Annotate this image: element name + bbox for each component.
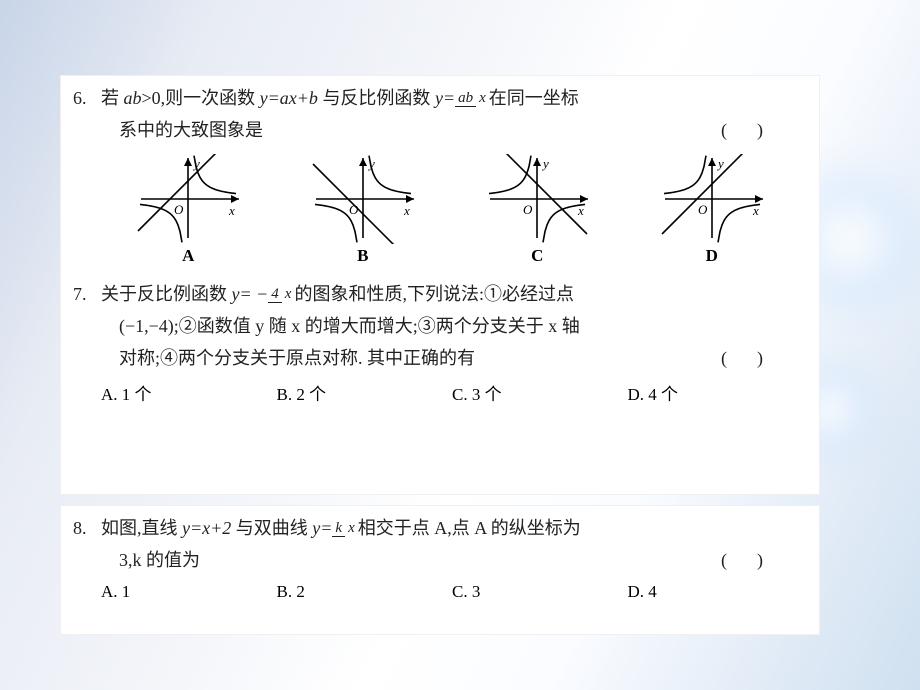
svg-text:x: x xyxy=(577,203,584,218)
svg-text:x: x xyxy=(752,203,759,218)
q6-paren: () xyxy=(721,114,803,146)
graph-svg: y x O xyxy=(482,154,592,244)
svg-text:x: x xyxy=(403,203,410,218)
q7-number: 7. xyxy=(73,278,101,374)
q7-options: A. 1 个 B. 2 个 C. 3 个 D. 4 个 xyxy=(61,378,819,411)
q7-l2: (−1,−4);②函数值 y 随 x 的增大而增大;③两个分支关于 x 轴 xyxy=(101,310,803,342)
q8-yeq: y= xyxy=(312,518,332,538)
q8-frac-n: k xyxy=(332,520,345,537)
graph-label: B xyxy=(308,246,418,266)
q7-l1b: 的图象和性质,下列说法:①必经过点 xyxy=(294,284,574,304)
q7-line3: 对称;④两个分支关于原点对称. 其中正确的有 () xyxy=(101,342,803,374)
q6-number: 6. xyxy=(73,82,101,146)
q6-text: 若 ab>0,则一次函数 y=ax+b 与反比例函数 y=abx在同一坐标 系中… xyxy=(101,82,803,146)
q8-opt-c: C. 3 xyxy=(452,582,628,602)
q8-l1b: 与双曲线 xyxy=(231,518,312,538)
question-card-2: 8. 如图,直线 y=x+2 与双曲线 y=kx相交于点 A,点 A 的纵坐标为… xyxy=(60,505,820,635)
svg-text:y: y xyxy=(716,156,724,171)
q8-paren: () xyxy=(721,544,803,576)
q7-l3: 对称;④两个分支关于原点对称. 其中正确的有 xyxy=(119,342,721,374)
svg-text:y: y xyxy=(541,156,549,171)
q7-yeqneg: y= − xyxy=(232,284,269,304)
q8-l1a: 如图,直线 xyxy=(101,518,182,538)
graph-label: C xyxy=(482,246,592,266)
q7-opt-d: D. 4 个 xyxy=(628,380,804,405)
graph-svg: y x O xyxy=(133,154,243,244)
q7: 7. 关于反比例函数 y= −4x的图象和性质,下列说法:①必经过点 (−1,−… xyxy=(61,272,819,378)
graph-svg: y x O xyxy=(657,154,767,244)
q8: 8. 如图,直线 y=x+2 与双曲线 y=kx相交于点 A,点 A 的纵坐标为… xyxy=(61,506,819,580)
q6-l1a: 若 xyxy=(101,88,124,108)
graph-label: A xyxy=(133,246,243,266)
q6-graph-D: y x O D xyxy=(657,154,767,266)
q8-opt-d: D. 4 xyxy=(628,582,804,602)
q6-l1b: >0,则一次函数 xyxy=(142,88,260,108)
q8-opt-a: A. 1 xyxy=(101,582,277,602)
svg-text:O: O xyxy=(174,202,184,217)
svg-text:y: y xyxy=(192,156,200,171)
svg-text:x: x xyxy=(228,203,235,218)
q6-frac: abx xyxy=(455,90,489,106)
q6-l2: 系中的大致图象是 xyxy=(119,114,721,146)
q7-frac: 4x xyxy=(268,286,294,302)
q8-frac-d: x xyxy=(345,520,358,536)
q7-opt-a: A. 1 个 xyxy=(101,380,277,405)
q6: 6. 若 ab>0,则一次函数 y=ax+b 与反比例函数 y=abx在同一坐标… xyxy=(61,76,819,150)
q7-opt-c: C. 3 个 xyxy=(452,380,628,405)
q6-yeq: y= xyxy=(435,88,455,108)
q6-graph-B: y x O B xyxy=(308,154,418,266)
q6-line2: 系中的大致图象是 () xyxy=(101,114,803,146)
question-card-1: 6. 若 ab>0,则一次函数 y=ax+b 与反比例函数 y=abx在同一坐标… xyxy=(60,75,820,495)
svg-text:O: O xyxy=(523,202,533,217)
q6-yaxb: y=ax+b xyxy=(260,88,318,108)
q8-options: A. 1 B. 2 C. 3 D. 4 xyxy=(61,580,819,608)
q8-yx2: y=x+2 xyxy=(182,518,231,538)
q8-l1c: 相交于点 A,点 A 的纵坐标为 xyxy=(358,518,581,538)
q7-frac-n: 4 xyxy=(268,286,282,303)
svg-text:O: O xyxy=(698,202,708,217)
q6-ab: ab xyxy=(124,88,142,108)
q6-graph-C: y x O C xyxy=(482,154,592,266)
graph-label: D xyxy=(657,246,767,266)
q8-text: 如图,直线 y=x+2 与双曲线 y=kx相交于点 A,点 A 的纵坐标为 3,… xyxy=(101,512,803,576)
q8-line2: 3,k 的值为 () xyxy=(101,544,803,576)
q8-number: 8. xyxy=(73,512,101,576)
q6-l1c: 与反比例函数 xyxy=(318,88,435,108)
q6-graph-A: y x O A xyxy=(133,154,243,266)
q8-frac: kx xyxy=(332,520,357,536)
q7-frac-d: x xyxy=(282,286,295,302)
q6-l1d: 在同一坐标 xyxy=(489,88,579,108)
q6-frac-d: x xyxy=(476,90,489,106)
q6-frac-n: ab xyxy=(455,90,476,107)
graph-svg: y x O xyxy=(308,154,418,244)
q6-graphs: y x O A y x O B y x O C y x O D xyxy=(61,150,819,266)
q8-l2: 3,k 的值为 xyxy=(119,544,721,576)
q7-opt-b: B. 2 个 xyxy=(277,380,453,405)
q8-opt-b: B. 2 xyxy=(277,582,453,602)
svg-text:O: O xyxy=(349,202,359,217)
q7-paren: () xyxy=(721,342,803,374)
svg-text:y: y xyxy=(367,156,375,171)
q7-text: 关于反比例函数 y= −4x的图象和性质,下列说法:①必经过点 (−1,−4);… xyxy=(101,278,803,374)
q7-l1a: 关于反比例函数 xyxy=(101,284,232,304)
